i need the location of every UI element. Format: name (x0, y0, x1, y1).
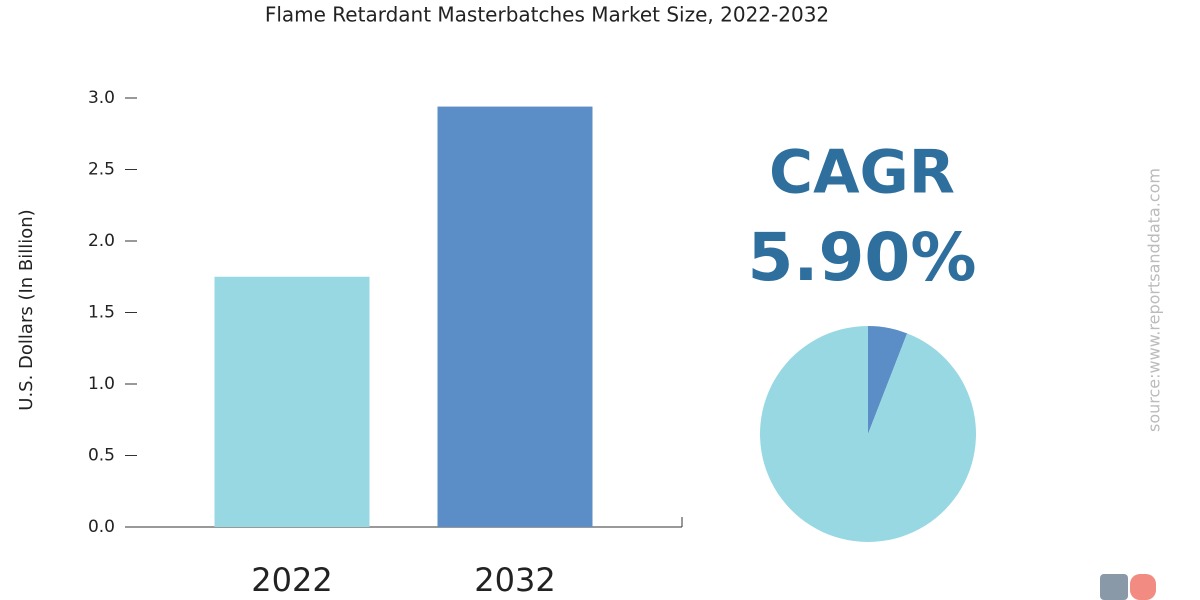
pie-slice (868, 326, 908, 434)
logo (1100, 574, 1156, 600)
y-tick-label: 3.0 (88, 88, 115, 108)
source: source:www.reportsanddata.com (1145, 168, 1164, 432)
y-tick-label: 2.5 (88, 160, 115, 180)
chart-title: Flame Retardant Masterbatches Market Siz… (265, 3, 829, 27)
x-tick-label: 2032 (474, 561, 555, 599)
cagr-value: 5.90% (748, 219, 977, 296)
y-tick-label: 0.5 (88, 446, 115, 466)
bar (437, 106, 593, 527)
y-tick-label: 0.0 (88, 517, 115, 537)
bar (214, 276, 370, 527)
y-tick-label: 2.0 (88, 231, 115, 251)
y-tick-label: 1.0 (88, 374, 115, 394)
pie-slice (759, 326, 976, 542)
x-tick-label: 2022 (251, 561, 332, 599)
cagr-title: CAGR (769, 138, 955, 208)
y-tick-label: 1.5 (88, 303, 115, 323)
y-axis-label: U.S. Dollars (In Billion) (16, 209, 37, 410)
